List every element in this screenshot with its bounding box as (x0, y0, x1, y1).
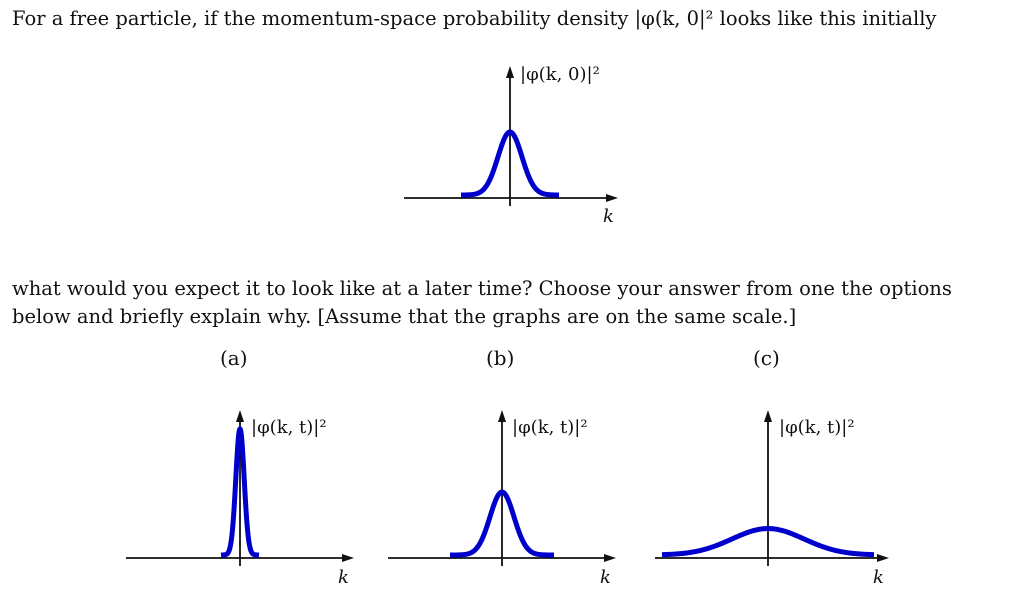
option-b-ylabel: |φ(k, t)|² (512, 417, 588, 438)
option-b-label: (b) (486, 346, 515, 370)
initial-axes (404, 66, 618, 206)
x-axis-arrow (606, 194, 618, 202)
option-b-curve (450, 489, 554, 558)
y-axis-arrow (498, 410, 506, 422)
question-line-1: what would you expect it to look like at… (12, 277, 952, 300)
x-axis-arrow (342, 554, 354, 562)
option-a-ylabel: |φ(k, t)|² (251, 417, 327, 438)
x-axis-arrow (604, 554, 616, 562)
option-a-label: (a) (220, 346, 248, 370)
x-axis-arrow (877, 554, 889, 562)
question-line-2: below and briefly explain why. [Assume t… (12, 305, 797, 328)
option-c-ylabel: |φ(k, t)|² (779, 417, 855, 438)
y-axis-arrow (236, 410, 244, 422)
initial-curve (461, 129, 559, 198)
initial-ylabel: |φ(k, 0)|² (520, 64, 600, 85)
option-c-curve (661, 526, 875, 558)
option-a-xlabel: k (338, 567, 349, 588)
intro-text: For a free particle, if the momentum-spa… (12, 7, 937, 30)
option-a-curve (220, 425, 260, 558)
option-c-label: (c) (753, 346, 780, 370)
option-c-xlabel: k (873, 567, 884, 588)
y-axis-arrow (506, 66, 514, 78)
y-axis-arrow (764, 410, 772, 422)
initial-xlabel: k (603, 206, 614, 227)
option-b-xlabel: k (600, 567, 611, 588)
